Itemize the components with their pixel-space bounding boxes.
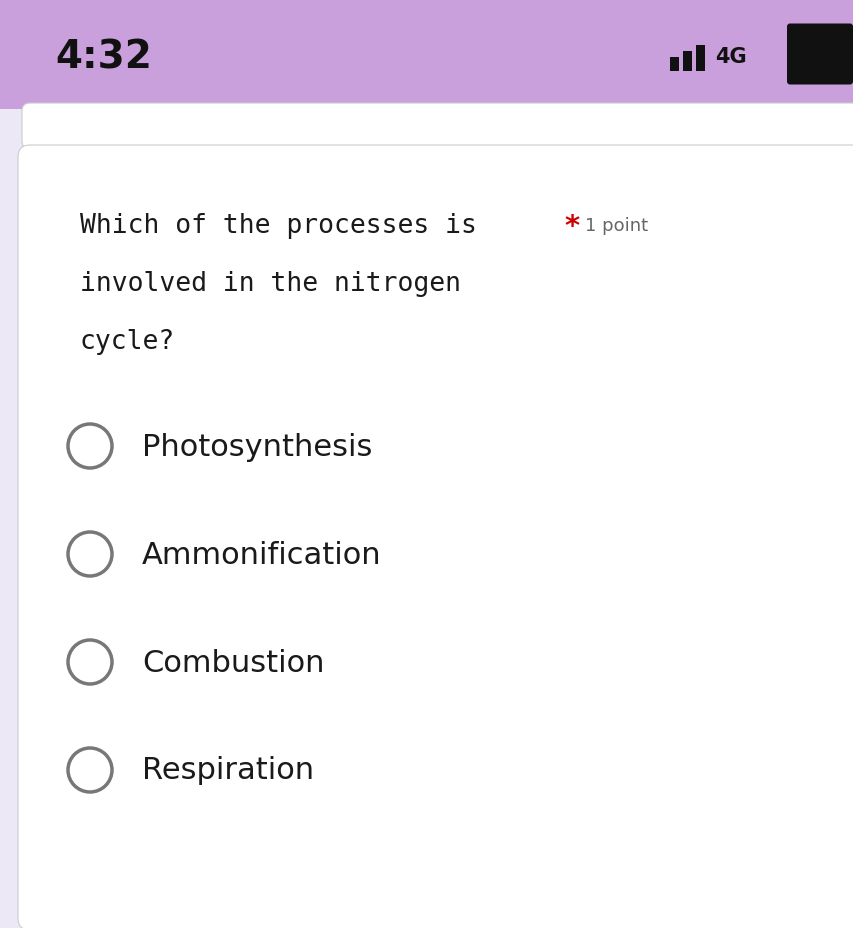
Bar <box>695 45 705 71</box>
Text: involved in the nitrogen: involved in the nitrogen <box>80 271 461 297</box>
Circle shape <box>68 424 112 469</box>
Text: Ammonification: Ammonification <box>142 540 381 569</box>
Text: Combustion: Combustion <box>142 648 324 677</box>
Text: 4G: 4G <box>714 47 746 67</box>
FancyBboxPatch shape <box>22 104 853 149</box>
FancyBboxPatch shape <box>18 146 853 928</box>
Text: 4:32: 4:32 <box>55 38 152 76</box>
Text: *: * <box>563 213 578 240</box>
Bar <box>0 110 853 928</box>
Circle shape <box>68 748 112 793</box>
Bar <box>682 51 691 71</box>
Text: 1 point: 1 point <box>584 217 647 235</box>
Bar <box>0 0 853 110</box>
Circle shape <box>68 640 112 684</box>
Bar <box>670 58 678 71</box>
Circle shape <box>68 533 112 576</box>
Text: Which of the processes is: Which of the processes is <box>80 213 476 238</box>
Text: Photosynthesis: Photosynthesis <box>142 432 372 461</box>
Text: cycle?: cycle? <box>80 329 175 354</box>
FancyBboxPatch shape <box>786 24 852 85</box>
Text: Respiration: Respiration <box>142 755 314 785</box>
